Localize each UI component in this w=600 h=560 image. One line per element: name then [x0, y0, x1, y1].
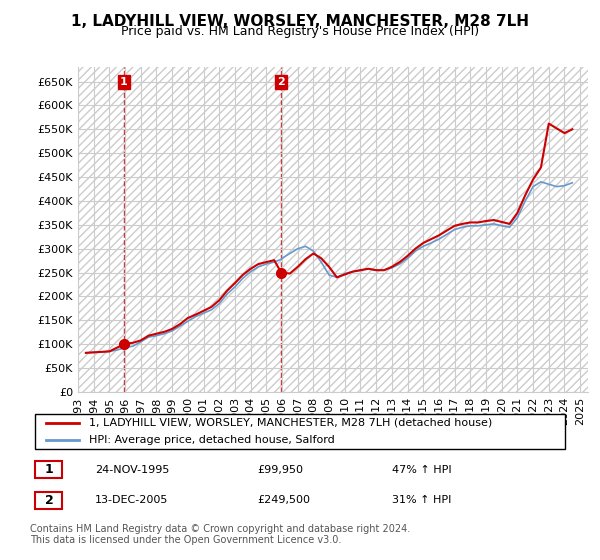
Text: HPI: Average price, detached house, Salford: HPI: Average price, detached house, Salf… [89, 435, 335, 445]
Text: £249,500: £249,500 [257, 496, 310, 506]
Text: 31% ↑ HPI: 31% ↑ HPI [392, 496, 451, 506]
Text: 2: 2 [277, 77, 285, 87]
FancyBboxPatch shape [35, 461, 62, 478]
Text: 47% ↑ HPI: 47% ↑ HPI [392, 465, 451, 475]
Text: 1: 1 [44, 463, 53, 476]
Text: 1, LADYHILL VIEW, WORSLEY, MANCHESTER, M28 7LH (detached house): 1, LADYHILL VIEW, WORSLEY, MANCHESTER, M… [89, 418, 493, 428]
Text: 1: 1 [120, 77, 128, 87]
Text: Price paid vs. HM Land Registry's House Price Index (HPI): Price paid vs. HM Land Registry's House … [121, 25, 479, 38]
Text: 13-DEC-2005: 13-DEC-2005 [95, 496, 168, 506]
Text: 2: 2 [44, 494, 53, 507]
FancyBboxPatch shape [35, 492, 62, 509]
Text: 1, LADYHILL VIEW, WORSLEY, MANCHESTER, M28 7LH: 1, LADYHILL VIEW, WORSLEY, MANCHESTER, M… [71, 14, 529, 29]
Text: £99,950: £99,950 [257, 465, 303, 475]
Text: 24-NOV-1995: 24-NOV-1995 [95, 465, 169, 475]
FancyBboxPatch shape [35, 413, 565, 449]
Text: Contains HM Land Registry data © Crown copyright and database right 2024.
This d: Contains HM Land Registry data © Crown c… [30, 524, 410, 545]
